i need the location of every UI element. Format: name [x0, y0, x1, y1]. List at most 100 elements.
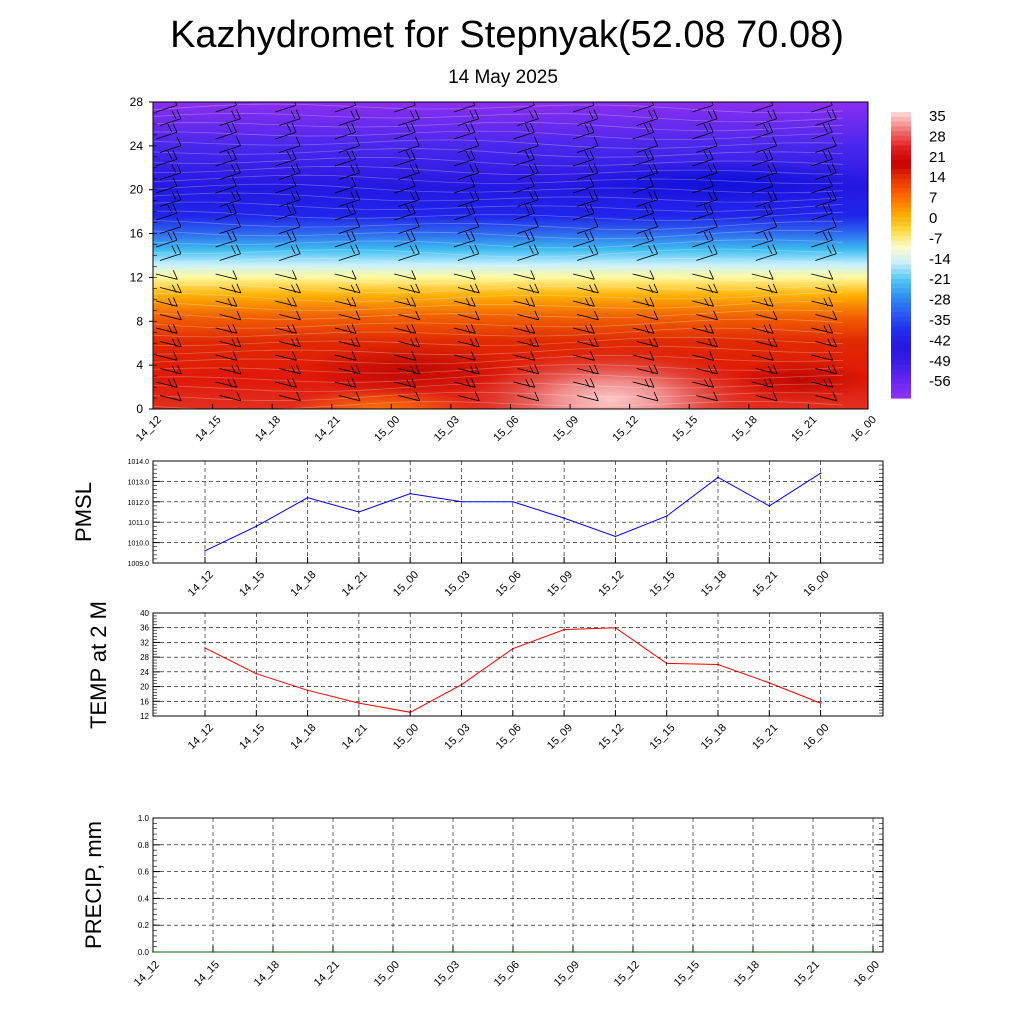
- wind-barb: [811, 177, 833, 194]
- wind-barb: [632, 231, 654, 248]
- wind-barb: [577, 364, 599, 375]
- contour-line: [153, 364, 844, 374]
- wind-barb: [457, 364, 480, 375]
- wind-barb: [338, 337, 361, 348]
- wind-barb: [636, 364, 659, 375]
- x-tick-label: 14_21: [312, 959, 342, 989]
- temperature-heatmap: [153, 102, 892, 409]
- wind-barb: [513, 324, 536, 334]
- colorbar-label: 14: [929, 169, 946, 186]
- wind-barb: [275, 231, 297, 248]
- wind-barb: [811, 231, 833, 248]
- wind-barb: [517, 163, 539, 180]
- x-tick-label: 15_15: [648, 722, 678, 752]
- contour-line: [153, 327, 844, 338]
- wind-barb: [751, 204, 774, 221]
- wind-barb: [871, 297, 892, 306]
- y-tick-label: 12: [140, 712, 149, 721]
- wind-barb: [453, 150, 476, 167]
- wind-barb: [457, 136, 480, 153]
- wind-barb: [394, 351, 417, 361]
- wind-barb: [159, 244, 182, 261]
- wind-barb: [155, 351, 178, 361]
- wind-barb: [219, 163, 241, 180]
- wind-barb: [751, 270, 774, 280]
- colorbar-swatch: [891, 355, 911, 361]
- wind-barb: [394, 150, 416, 167]
- x-tick-label: 14_12: [186, 569, 216, 599]
- wind-barb: [279, 190, 301, 207]
- wind-barb: [215, 351, 238, 361]
- wind-barb: [815, 109, 837, 126]
- y-tick-label: 40: [140, 609, 149, 618]
- colorbar-swatch: [891, 274, 911, 280]
- wind-barb: [692, 270, 714, 280]
- wind-barb: [398, 283, 421, 294]
- x-tick-label: 14_12: [186, 722, 216, 752]
- colorbar-swatch: [891, 245, 911, 251]
- x-tick-label: 15_06: [491, 414, 521, 444]
- x-tick-label: 15_09: [552, 959, 582, 989]
- wind-barb: [517, 283, 540, 294]
- x-tick-label: 14_21: [313, 414, 343, 444]
- contour-line: [153, 183, 844, 194]
- x-tick-label: 14_12: [132, 959, 162, 989]
- wind-barb: [215, 150, 237, 167]
- contour-lines: [153, 103, 844, 409]
- wind-barb: [696, 310, 718, 321]
- wind-barb: [159, 283, 182, 294]
- wind-barb: [215, 204, 237, 221]
- wind-barb: [755, 136, 778, 153]
- x-tick-label: 15_03: [432, 414, 462, 444]
- x-tick-label: 15_00: [391, 722, 421, 752]
- colorbar-label: -21: [929, 271, 951, 288]
- colorbar-swatch: [891, 359, 911, 366]
- y-tick-label: 1010.0: [128, 541, 150, 548]
- x-tick-label: 15_03: [432, 959, 462, 989]
- colorbar-swatch: [891, 255, 911, 261]
- wind-barb: [159, 364, 182, 375]
- wind-barb: [159, 136, 182, 153]
- wind-barb: [751, 378, 774, 388]
- wind-barb: [811, 204, 833, 221]
- data-point: [460, 501, 463, 503]
- wind-barb: [279, 109, 301, 126]
- contour-line: [153, 382, 844, 392]
- colorbar-label: -7: [929, 230, 942, 247]
- wind-barb: [576, 136, 599, 153]
- colorbar-swatch: [891, 331, 911, 337]
- wind-barb: [815, 244, 837, 261]
- contour-line: [153, 121, 844, 132]
- wind-barb: [279, 364, 301, 375]
- colorbar-label: -49: [929, 353, 951, 370]
- wind-barb: [815, 364, 838, 375]
- x-tick-label: 16_00: [801, 722, 831, 752]
- wind-barb: [811, 324, 834, 334]
- colorbar-swatch: [891, 212, 911, 218]
- wind-barb: [517, 109, 539, 126]
- wind-barb: [692, 177, 714, 194]
- wind-barb: [398, 364, 421, 375]
- contour-line: [153, 230, 844, 240]
- wind-barb: [215, 231, 237, 248]
- data-point: [255, 672, 258, 675]
- wind-barb: [871, 231, 892, 247]
- colorbar-label: 28: [929, 128, 946, 145]
- wind-barb: [811, 150, 833, 167]
- wind-barb: [394, 231, 416, 248]
- wind-barb: [457, 283, 480, 294]
- wind-barb: [811, 297, 834, 307]
- wind-barb: [219, 136, 241, 153]
- x-tick-label: 16_00: [849, 414, 879, 444]
- wind-barb: [692, 123, 714, 140]
- wind-barb: [219, 364, 242, 375]
- wind-barb: [457, 217, 480, 234]
- wind-barb: [275, 297, 297, 307]
- colorbar-label: -28: [929, 292, 951, 309]
- y-tick-label: 16: [140, 697, 149, 706]
- colorbar-label: 21: [929, 149, 946, 166]
- x-tick-label: 15_12: [612, 959, 642, 989]
- wind-barb: [632, 297, 655, 307]
- wind-barb: [692, 351, 714, 361]
- colorbar-swatch: [891, 173, 911, 180]
